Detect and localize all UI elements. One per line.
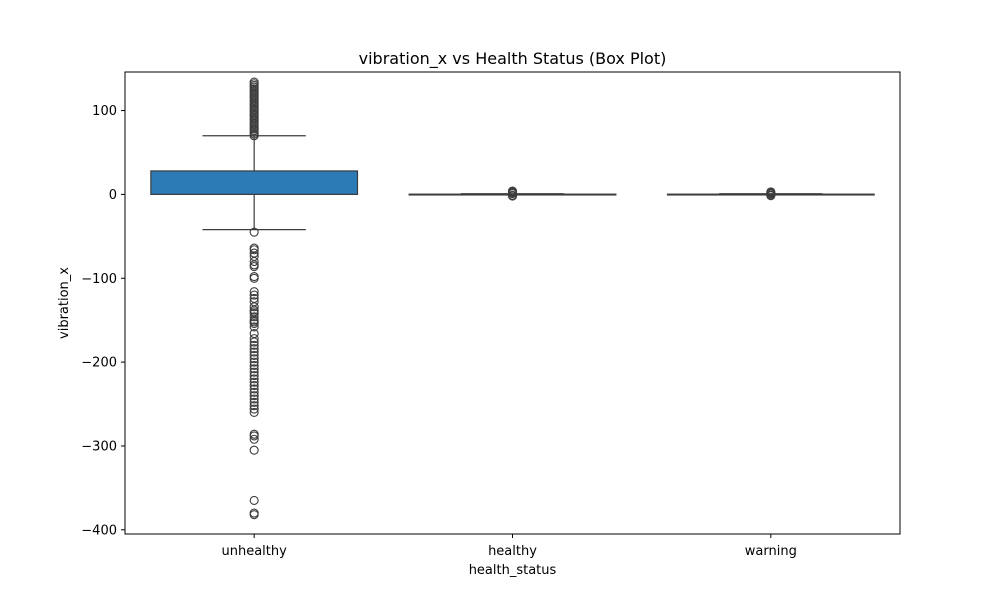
outlier-point bbox=[249, 407, 259, 417]
outlier-point bbox=[249, 350, 259, 360]
y-axis: 100 0 −100 −200 −300 −400 bbox=[81, 104, 125, 538]
outlier-point bbox=[249, 397, 259, 407]
x-tick-label: warning bbox=[745, 544, 797, 559]
outlier-point bbox=[249, 334, 259, 344]
y-tick-label: 0 bbox=[109, 188, 117, 203]
outlier-point bbox=[249, 391, 259, 401]
axes-frame bbox=[124, 71, 901, 535]
y-tick-label: 100 bbox=[92, 104, 117, 119]
outlier-point bbox=[249, 431, 259, 441]
outlier-point bbox=[249, 364, 259, 374]
outlier-point bbox=[249, 77, 259, 87]
y-tick-label: −200 bbox=[81, 356, 117, 371]
outlier-point bbox=[249, 312, 259, 322]
outlier-point bbox=[249, 434, 259, 444]
x-tick-label: unhealthy bbox=[222, 544, 288, 559]
outlier-point bbox=[249, 510, 259, 520]
y-tick-label: −300 bbox=[81, 439, 117, 454]
outlier-point bbox=[249, 495, 259, 506]
outlier-point bbox=[249, 445, 259, 455]
outlier-point bbox=[249, 370, 259, 381]
outlier-point bbox=[249, 401, 259, 411]
outlier-point bbox=[249, 387, 259, 397]
y-axis-label: vibration_x bbox=[57, 267, 72, 339]
outlier-point bbox=[249, 360, 259, 371]
y-tick-label: −400 bbox=[81, 523, 117, 538]
outlier-point bbox=[249, 322, 259, 332]
outlier-point bbox=[249, 367, 259, 377]
box-unhealthy bbox=[150, 77, 359, 520]
box-healthy bbox=[408, 186, 617, 201]
outlier-point bbox=[249, 347, 259, 357]
outlier-point bbox=[249, 337, 259, 347]
outlier-point bbox=[249, 344, 259, 354]
outlier-point bbox=[249, 273, 259, 283]
y-tick-label: −100 bbox=[81, 272, 117, 287]
outlier-point bbox=[249, 384, 259, 394]
x-tick-label: healthy bbox=[488, 544, 537, 559]
outlier-point bbox=[249, 357, 259, 367]
outlier-point bbox=[249, 340, 259, 350]
outlier-point bbox=[249, 227, 259, 237]
outlier-point bbox=[249, 261, 259, 272]
outlier-point bbox=[766, 187, 776, 197]
outlier-point bbox=[249, 256, 259, 267]
chart-title: vibration_x vs Health Status (Box Plot) bbox=[359, 49, 667, 69]
outlier-point bbox=[249, 381, 259, 391]
outlier-point bbox=[249, 404, 259, 414]
outlier-point bbox=[249, 287, 259, 297]
outlier-point bbox=[249, 302, 259, 312]
box-iqr bbox=[150, 170, 359, 196]
outlier-point bbox=[249, 394, 259, 404]
x-axis-label: health_status bbox=[469, 563, 557, 578]
outlier-point bbox=[249, 290, 259, 300]
outlier-point bbox=[249, 377, 259, 387]
box-warning bbox=[666, 187, 875, 201]
outlier-point bbox=[249, 374, 259, 384]
outlier-point bbox=[249, 318, 259, 329]
plot-area bbox=[150, 77, 875, 520]
x-axis: unhealthy healthy warning bbox=[222, 534, 797, 559]
outlier-point bbox=[507, 186, 518, 196]
outlier-point bbox=[249, 245, 259, 255]
outlier-point bbox=[249, 354, 259, 364]
